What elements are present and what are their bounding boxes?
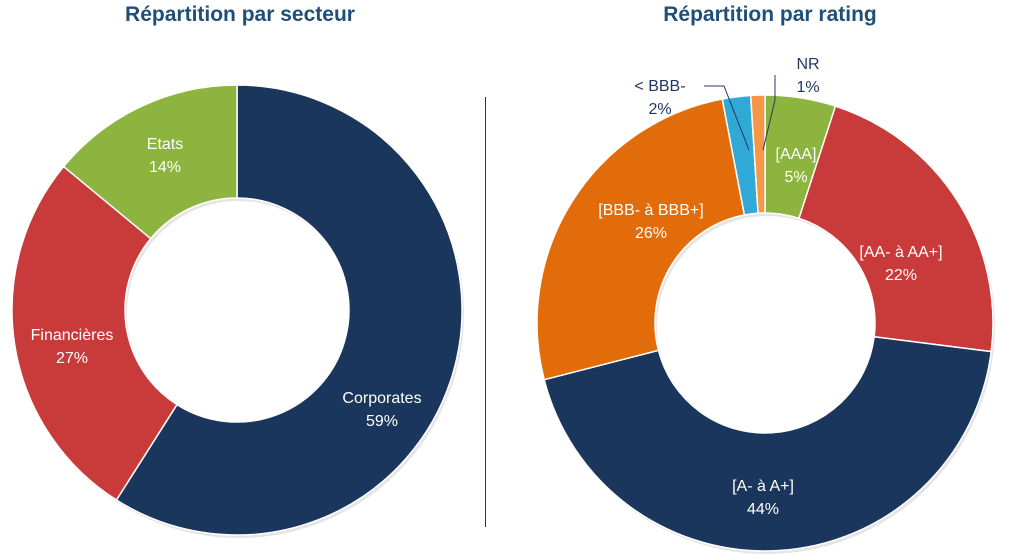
leader-line-rating-nr xyxy=(762,75,776,151)
leader-line-rating-bbb xyxy=(704,85,750,151)
slice-label-secteur-etats: Etats xyxy=(147,136,183,153)
slice-rating-a-a xyxy=(543,335,993,552)
slice-secteur-etats xyxy=(62,84,238,240)
slice-rating-aa-aa xyxy=(798,105,994,353)
slice-label-secteur-financi-res: Financières xyxy=(31,327,114,344)
slice-value-rating-nr: 1% xyxy=(796,79,819,96)
slice-value-secteur-etats: 14% xyxy=(149,159,181,176)
slice-value-secteur-corporates: 59% xyxy=(366,413,398,430)
slice-rating-nr xyxy=(749,94,766,215)
slice-value-rating-aa-aa: 22% xyxy=(885,267,917,284)
slice-label-rating-bbb: < BBB- xyxy=(634,78,685,95)
slice-label-secteur-corporates: Corporates xyxy=(342,390,421,407)
slice-value-rating-aaa: 5% xyxy=(784,169,807,186)
slice-label-rating-aaa: [AAA] xyxy=(776,146,817,163)
slice-label-rating-a-a: [A- à A+] xyxy=(732,478,794,495)
chart-title-rating: Répartition par rating xyxy=(663,3,877,26)
slice-value-rating-bbb: 2% xyxy=(648,101,671,118)
slice-rating-bbb-bbb xyxy=(536,98,746,381)
slice-label-rating-bbb-bbb: [BBB- à BBB+] xyxy=(598,202,703,219)
chart-title-secteur: Répartition par secteur xyxy=(125,3,355,26)
slice-label-rating-aa-aa: [AA- à AA+] xyxy=(859,244,942,261)
slice-value-rating-bbb-bbb: 26% xyxy=(635,225,667,242)
chart-divider xyxy=(485,97,486,527)
slice-label-rating-nr: NR xyxy=(796,56,819,73)
slice-value-secteur-financi-res: 27% xyxy=(56,350,88,367)
slice-value-rating-a-a: 44% xyxy=(747,501,779,518)
slice-secteur-corporates xyxy=(115,84,463,536)
slice-secteur-financi-res xyxy=(11,165,179,502)
